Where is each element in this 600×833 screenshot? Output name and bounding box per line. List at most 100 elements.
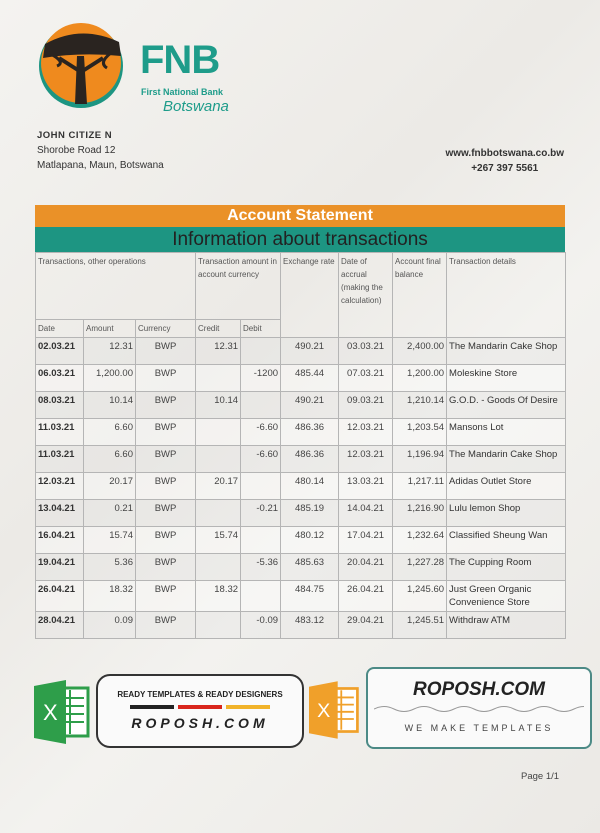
- row-date: 19.04.21: [35, 553, 84, 581]
- header-amount-col: Amount: [83, 319, 136, 338]
- row-debit: [240, 337, 282, 365]
- customer-name: JOHN CITIZE N: [37, 130, 113, 141]
- row-rate: 485.19: [280, 499, 340, 527]
- row-details: Moleskine Store: [446, 364, 567, 392]
- row-accrual-date: 20.04.21: [338, 553, 394, 581]
- row-details: Mansons Lot: [446, 418, 567, 446]
- row-balance: 1,232.64: [392, 526, 448, 554]
- row-rate: 484.75: [280, 580, 340, 612]
- row-details: The Mandarin Cake Shop: [446, 445, 567, 473]
- table-row: 13.04.21 0.21 BWP -0.21 485.19 14.04.21 1,216.…: [35, 499, 567, 527]
- row-details: Just Green Organic Convenience Store: [446, 580, 567, 612]
- excel-letter-2: X: [317, 700, 330, 722]
- roposh-badge-1: READY TEMPLATES & READY DESIGNERS ROPOSH…: [96, 674, 304, 748]
- table-row: 02.03.21 12.31 BWP 12.31 490.21 03.03.21 2,400…: [35, 337, 567, 365]
- row-accrual-date: 17.04.21: [338, 526, 394, 554]
- badge-brand: ROPOSH.COM: [131, 715, 269, 731]
- transactions-table: Transactions, other operations Transacti…: [34, 252, 567, 639]
- row-debit: -6.60: [240, 418, 282, 446]
- table-row: 12.03.21 20.17 BWP 20.17 480.14 13.03.21 1,217…: [35, 472, 567, 500]
- row-currency: BWP: [134, 391, 197, 419]
- row-currency: BWP: [134, 499, 197, 527]
- row-balance: 1,203.54: [392, 418, 448, 446]
- row-balance: 1,245.60: [392, 580, 448, 612]
- row-debit: [240, 472, 282, 500]
- row-credit: 20.17: [195, 472, 242, 500]
- table-row: 06.03.21 1,200.00 BWP -1200 485.44 07.03.21 1,…: [35, 364, 567, 392]
- row-accrual-date: 14.04.21: [338, 499, 394, 527]
- row-credit: 10.14: [195, 391, 242, 419]
- header-credit: Credit: [195, 319, 242, 338]
- row-date: 11.03.21: [35, 418, 84, 446]
- row-balance: 1,217.11: [392, 472, 448, 500]
- row-currency: BWP: [134, 580, 197, 612]
- row-debit: [240, 391, 282, 419]
- excel-icon-green: X: [34, 680, 90, 744]
- header-final-balance: Account final balance: [392, 252, 448, 338]
- row-rate: 490.21: [280, 391, 340, 419]
- bank-phone: +267 397 5561: [471, 163, 539, 174]
- row-rate: 480.14: [280, 472, 340, 500]
- badge2-brand: ROPOSH.COM: [413, 679, 545, 700]
- wave-divider-icon: [373, 706, 595, 712]
- row-amount: 6.60: [83, 418, 136, 446]
- row-amount: 18.32: [83, 580, 136, 612]
- row-currency: BWP: [134, 445, 197, 473]
- excel-letter: X: [43, 700, 58, 725]
- row-currency: BWP: [134, 337, 197, 365]
- row-details: G.O.D. - Goods Of Desire: [446, 391, 567, 419]
- row-balance: 1,245.51: [392, 611, 448, 639]
- row-date: 02.03.21: [35, 337, 84, 365]
- row-balance: 1,196.94: [392, 445, 448, 473]
- table-row: 19.04.21 5.36 BWP -5.36 485.63 20.04.21 1,227.…: [35, 553, 567, 581]
- header-details: Transaction details: [446, 252, 567, 338]
- row-balance: 2,400.00: [392, 337, 448, 365]
- address-line-2: Matlapana, Maun, Botswana: [37, 160, 164, 171]
- row-credit: [195, 499, 242, 527]
- row-details: Lulu lemon Shop: [446, 499, 567, 527]
- row-debit: -0.21: [240, 499, 282, 527]
- row-rate: 490.21: [280, 337, 340, 365]
- row-accrual-date: 12.03.21: [338, 445, 394, 473]
- row-credit: 18.32: [195, 580, 242, 612]
- table-row: 16.04.21 15.74 BWP 15.74 480.12 17.04.21 1,232…: [35, 526, 567, 554]
- row-debit: -0.09: [240, 611, 282, 639]
- row-currency: BWP: [134, 364, 197, 392]
- row-date: 13.04.21: [35, 499, 84, 527]
- row-accrual-date: 09.03.21: [338, 391, 394, 419]
- badge2-slogan: WE MAKE TEMPLATES: [404, 723, 554, 733]
- header-currency: Currency: [134, 319, 197, 338]
- row-amount: 12.31: [83, 337, 136, 365]
- table-group-header: Transactions, other operations Transacti…: [34, 252, 567, 338]
- row-details: Classified Sheung Wan: [446, 526, 567, 554]
- row-credit: [195, 364, 242, 392]
- header-accrual-date: Date of accrual (making the calculation): [338, 252, 394, 338]
- row-debit: [240, 526, 282, 554]
- bank-country: Botswana: [163, 98, 229, 115]
- row-credit: [195, 611, 242, 639]
- table-row: 28.04.21 0.09 BWP -0.09 483.12 29.04.21 1,245.…: [35, 611, 567, 639]
- row-date: 06.03.21: [35, 364, 84, 392]
- row-amount: 20.17: [83, 472, 136, 500]
- row-credit: 12.31: [195, 337, 242, 365]
- row-currency: BWP: [134, 553, 197, 581]
- statement-subtitle: Information about transactions: [35, 227, 565, 252]
- row-accrual-date: 03.03.21: [338, 337, 394, 365]
- row-credit: [195, 418, 242, 446]
- row-balance: 1,200.00: [392, 364, 448, 392]
- row-accrual-date: 12.03.21: [338, 418, 394, 446]
- row-date: 16.04.21: [35, 526, 84, 554]
- address-line-1: Shorobe Road 12: [37, 145, 116, 156]
- customer-address: JOHN CITIZE N Shorobe Road 12 Matlapana,…: [37, 128, 164, 173]
- statement-title: Account Statement: [35, 205, 565, 227]
- row-amount: 10.14: [83, 391, 136, 419]
- roposh-badge-2: ROPOSH.COM WE MAKE TEMPLATES: [366, 667, 595, 749]
- row-accrual-date: 29.04.21: [338, 611, 394, 639]
- row-debit: -5.36: [240, 553, 282, 581]
- header-debit: Debit: [240, 319, 282, 338]
- row-debit: -6.60: [240, 445, 282, 473]
- row-credit: [195, 445, 242, 473]
- badge-color-stripes: [98, 705, 302, 709]
- table-column-header: Date Amount Currency Credit Debit: [35, 319, 566, 338]
- row-amount: 5.36: [83, 553, 136, 581]
